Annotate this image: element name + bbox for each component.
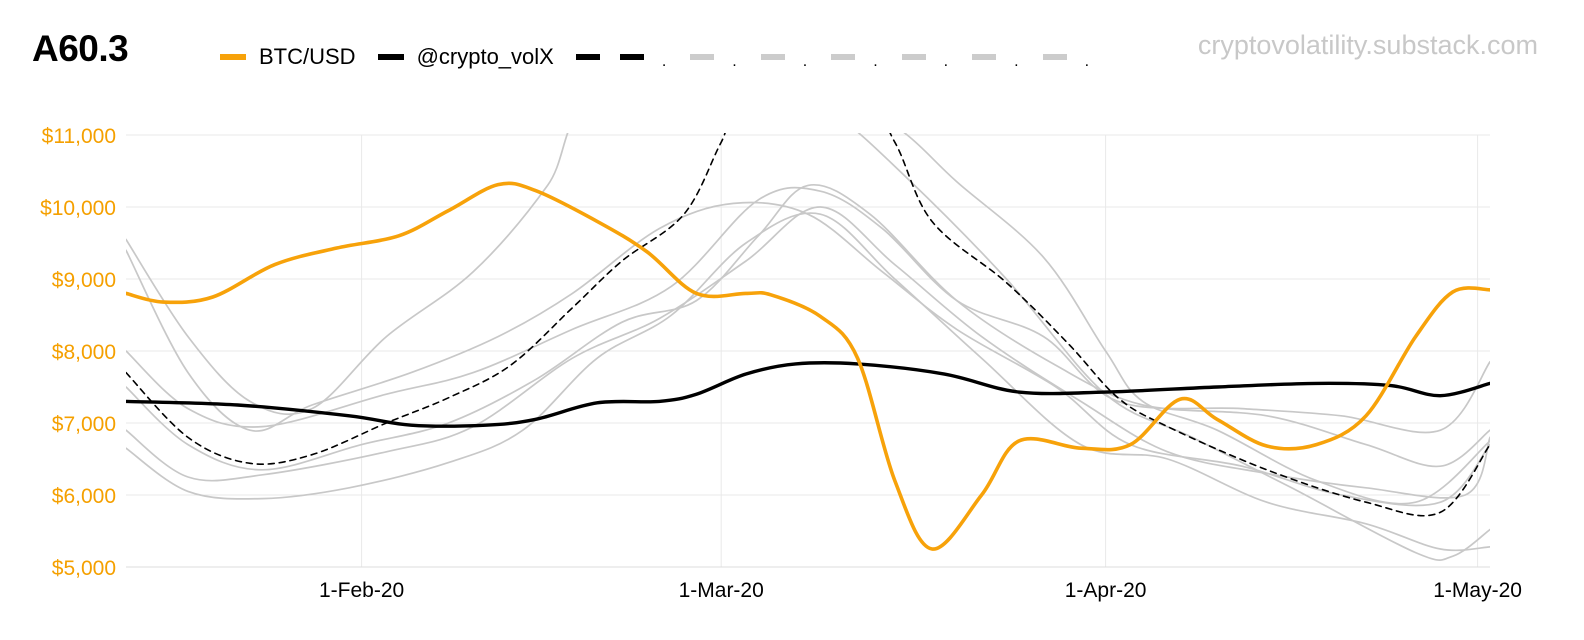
legend-dash-gray-6 [1042, 54, 1067, 60]
series-line-dashed [126, 133, 1490, 517]
grid-layer [126, 134, 1490, 568]
legend: BTC/USD @crypto_volX . . . . . . . [220, 42, 1135, 72]
y-tick-label: $10,000 [40, 197, 116, 220]
series-line-gray [126, 206, 1490, 499]
x-tick-label: 1-Feb-20 [319, 579, 404, 602]
legend-item-btc: BTC/USD [220, 44, 356, 70]
legend-dot-3: . [802, 53, 808, 70]
y-tick-label: $6,000 [52, 485, 116, 508]
legend-dash-black-1 [575, 54, 600, 60]
series-layer [126, 133, 1490, 561]
series-line-gray [126, 133, 1490, 561]
legend-dash-gray-2 [760, 54, 785, 60]
legend-dash-gray-3 [831, 54, 856, 60]
series-line-gray [126, 212, 1490, 552]
y-tick-label: $11,000 [42, 125, 116, 148]
legend-dash-gray-5 [972, 54, 997, 60]
legend-label-vol: @crypto_volX [416, 44, 554, 69]
legend-dash-gray-1 [690, 54, 715, 60]
series-line-btc [126, 181, 1490, 551]
legend-item-vol: @crypto_volX [377, 44, 554, 70]
series-line-gray [126, 183, 1490, 471]
tick-layer: $5,000 $6,000 $7,000 $8,000 $9,000 $10,000 $11… [40, 125, 1522, 602]
y-tick-label: $9,000 [52, 269, 116, 292]
watermark: cryptovolatility.substack.com [1197, 30, 1538, 60]
series-line-volx [126, 361, 1490, 428]
x-tick-label: 1-May-20 [1433, 579, 1522, 602]
series-line-gray [903, 133, 1490, 505]
x-tick-label: 1-Mar-20 [679, 579, 764, 602]
legend-item-dashed: . . . . . . . [575, 48, 1113, 70]
legend-dot-1: . [661, 53, 667, 70]
legend-swatch-vol [377, 54, 404, 60]
x-tick-label: 1-Apr-20 [1065, 579, 1147, 602]
legend-dot-2: . [732, 53, 737, 70]
legend-dot-6: . [1014, 53, 1019, 70]
legend-dash-gray-4 [901, 54, 926, 60]
y-tick-label: $5,000 [52, 557, 116, 580]
chart-title: A60.3 [32, 28, 129, 69]
legend-dash-black-2 [619, 54, 644, 60]
y-tick-label: $7,000 [52, 413, 116, 436]
legend-label-btc: BTC/USD [259, 44, 356, 69]
legend-swatch-btc [220, 54, 246, 60]
series-line-gray [126, 186, 1490, 434]
y-tick-label: $8,000 [52, 341, 116, 364]
legend-dot-7: . [1084, 53, 1090, 70]
legend-dot-4: . [873, 53, 878, 70]
legend-dot-5: . [943, 53, 949, 70]
